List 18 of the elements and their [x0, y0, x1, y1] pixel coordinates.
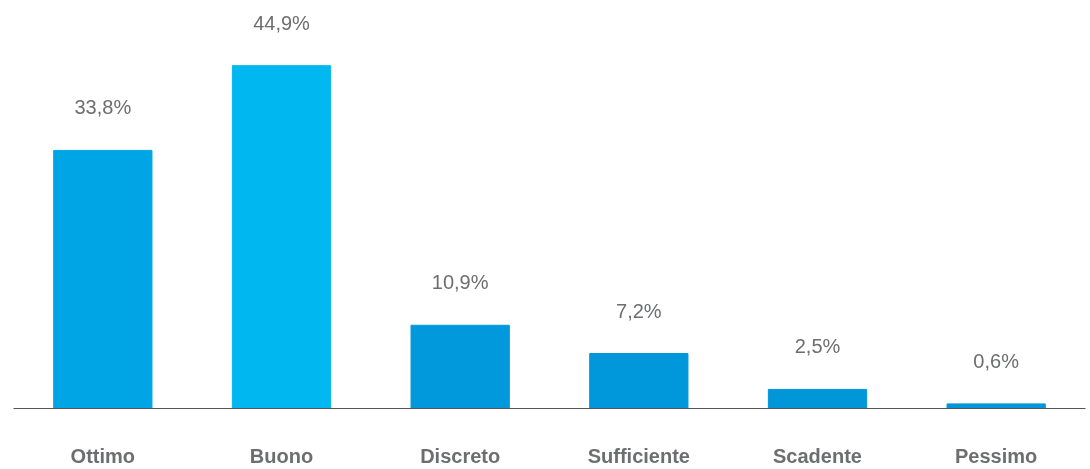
data-label: 10,9% [431, 271, 489, 294]
bar [410, 324, 510, 409]
x-tick-label: Pessimo [955, 444, 1038, 467]
data-label: 2,5% [794, 335, 841, 358]
bar [231, 65, 332, 409]
x-tick-label: Scadente [773, 444, 862, 467]
data-label: 0,6% [973, 349, 1020, 372]
x-tick-label: Sufficiente [587, 444, 690, 467]
bar [946, 403, 1046, 409]
bar [767, 388, 868, 409]
x-tick-label: Discreto [420, 444, 501, 467]
x-tick-label: Buono [249, 444, 314, 467]
data-label: 7,2% [616, 299, 662, 322]
x-tick-label: Ottimo [70, 444, 136, 467]
bar [53, 149, 153, 409]
bar [589, 353, 689, 409]
data-label: 33,8% [74, 96, 132, 119]
data-label: 44,9% [253, 11, 311, 34]
